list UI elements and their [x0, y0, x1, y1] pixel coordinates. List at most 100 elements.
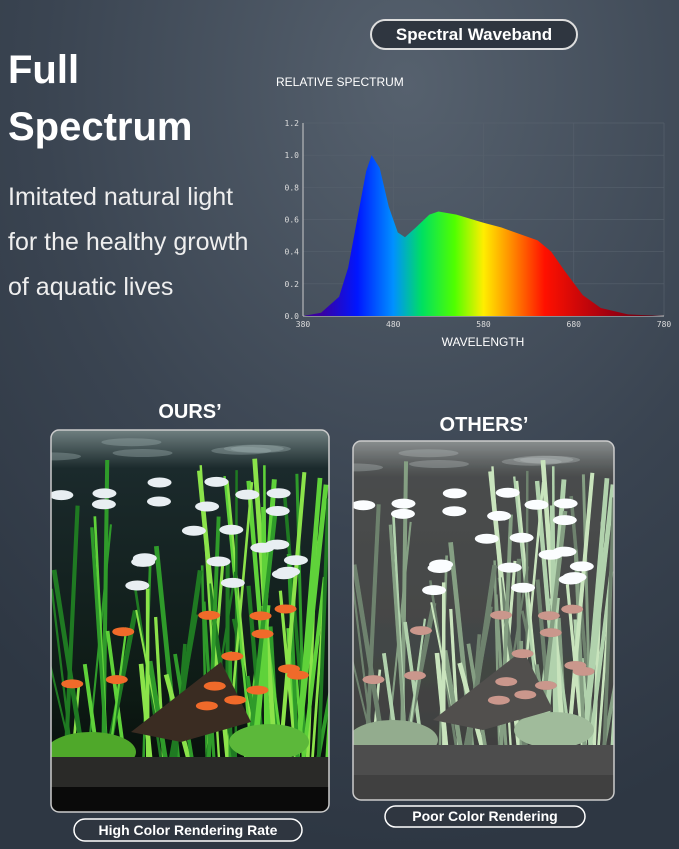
- ripple: [211, 446, 272, 455]
- plant: [581, 484, 614, 751]
- y-tick-label: 0.4: [285, 248, 300, 257]
- moss: [229, 724, 309, 760]
- plant: [294, 484, 329, 763]
- title-line: Full: [8, 48, 79, 92]
- fish: [534, 680, 557, 690]
- caption-pill: [384, 805, 586, 828]
- photo-ours: [51, 430, 329, 812]
- fish: [204, 476, 229, 487]
- spectrum-chart: 0.0 0.2 0.4 0.6 0.8 1.0 1.2 380 480 580 680 780: [285, 119, 672, 329]
- x-tick-label: 580: [476, 320, 491, 329]
- fish: [511, 649, 534, 659]
- plant: [138, 663, 153, 763]
- moss: [514, 712, 594, 748]
- y-tick-label: 0.2: [285, 280, 300, 289]
- fish: [514, 690, 537, 700]
- x-tick-label: 480: [386, 320, 401, 329]
- driftwood: [433, 650, 553, 730]
- y-axis-label: RELATIVE SPECTRUM: [276, 75, 404, 89]
- subtitle-line: Imitated natural light: [8, 183, 233, 211]
- floor: [51, 787, 329, 812]
- plant: [493, 560, 501, 751]
- fish: [91, 499, 116, 510]
- plant: [90, 527, 109, 763]
- fish: [564, 660, 587, 670]
- fish: [538, 549, 563, 560]
- fish: [92, 488, 117, 499]
- title-line: Spectrum: [8, 105, 193, 149]
- fish: [558, 574, 583, 585]
- fish: [251, 629, 274, 639]
- fish: [195, 501, 220, 512]
- fish: [490, 610, 513, 620]
- compare-label: OTHERS’: [440, 414, 529, 436]
- fish: [283, 555, 308, 566]
- fish: [105, 675, 128, 685]
- fish: [147, 477, 172, 488]
- fish: [203, 681, 226, 691]
- fish: [246, 685, 269, 695]
- fish: [51, 490, 74, 501]
- fish: [266, 488, 291, 499]
- y-tick-label: 1.2: [285, 119, 300, 128]
- fish: [146, 496, 171, 507]
- fish: [224, 695, 247, 705]
- plant: [63, 505, 80, 763]
- fish: [442, 506, 467, 517]
- fish: [235, 489, 260, 500]
- fish: [125, 580, 150, 591]
- fish: [198, 610, 221, 620]
- fish: [495, 677, 518, 687]
- fish: [569, 561, 594, 572]
- caption: High Color Rendering Rate: [99, 822, 278, 838]
- fish: [561, 604, 584, 614]
- fish: [539, 628, 562, 638]
- photo-others: [353, 441, 614, 800]
- fish: [265, 506, 290, 517]
- fish: [422, 585, 447, 596]
- plant: [464, 564, 498, 751]
- fish: [495, 487, 520, 498]
- plant: [442, 649, 464, 751]
- fish: [353, 500, 376, 511]
- fish: [219, 524, 244, 535]
- fish: [206, 556, 231, 567]
- fish: [497, 562, 522, 573]
- floor: [353, 775, 614, 800]
- plant: [364, 504, 381, 751]
- fish: [271, 569, 296, 580]
- x-tick-label: 680: [567, 320, 582, 329]
- plant: [223, 476, 254, 763]
- ripple: [408, 460, 469, 469]
- fish: [181, 525, 206, 536]
- plant: [602, 497, 614, 751]
- fish: [487, 510, 512, 521]
- plant: [277, 472, 307, 763]
- fish: [509, 532, 534, 543]
- fish: [61, 679, 84, 689]
- ripple: [398, 449, 459, 458]
- subtitle-line: of aquatic lives: [8, 273, 173, 301]
- driftwood: [131, 662, 251, 742]
- fish: [131, 556, 156, 567]
- photo-frame: [50, 429, 330, 813]
- ripple: [112, 449, 173, 458]
- fish: [274, 604, 297, 614]
- plant: [200, 565, 209, 763]
- fish: [250, 542, 275, 553]
- fish: [391, 498, 416, 509]
- fish: [390, 508, 415, 519]
- fish: [487, 695, 510, 705]
- plant: [581, 474, 593, 751]
- y-tick-label: 0.8: [285, 183, 300, 192]
- ripple: [223, 444, 284, 453]
- plant: [316, 498, 329, 763]
- subtitle-line: for the healthy growth: [8, 228, 248, 256]
- badge-pill: [370, 19, 578, 50]
- fish: [249, 611, 272, 621]
- fish: [220, 577, 245, 588]
- fish: [403, 671, 426, 681]
- ripple: [501, 457, 562, 466]
